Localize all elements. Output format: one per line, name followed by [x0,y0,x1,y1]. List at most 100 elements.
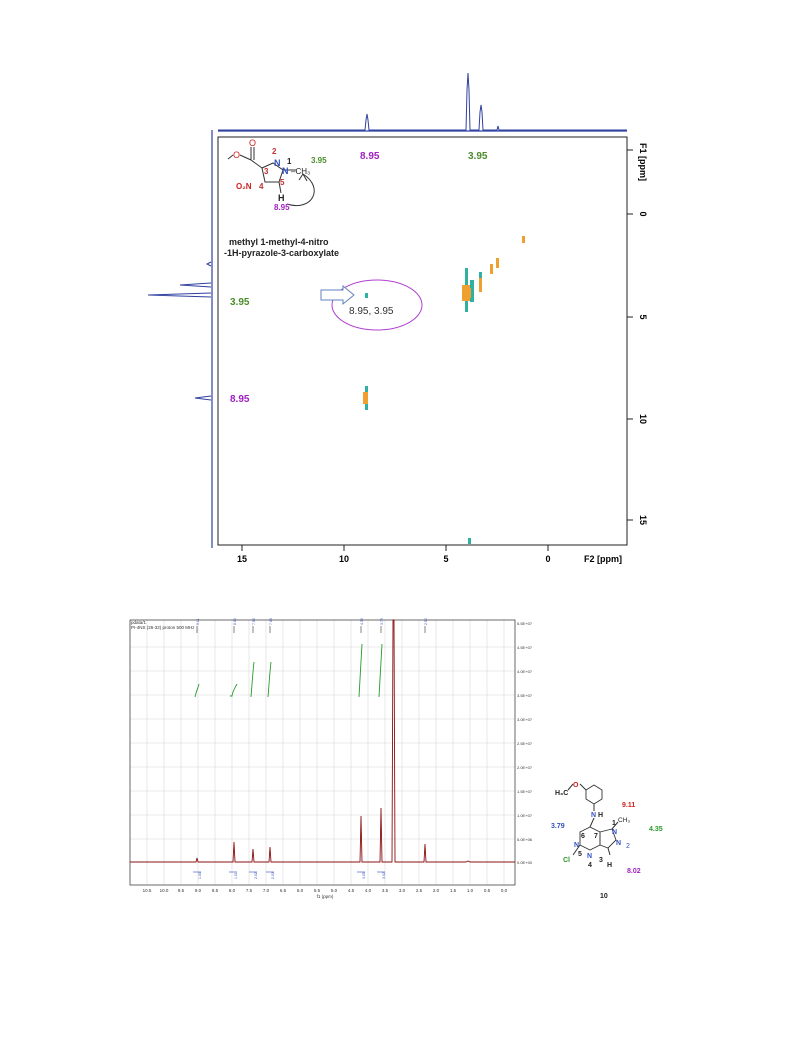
struct-num-1: 1 [287,157,292,166]
s10-n3: 3 [599,857,603,864]
nmr-peak-label-911: 9.11 [196,618,200,625]
nmr-peak-label-435: 4.35 [360,618,364,625]
x-tick-6: 7.5 [246,888,253,893]
cross-peak-arrow [320,284,355,306]
f1-axis-label: F1 [ppm] [638,143,648,181]
f2-tick-0: 0 [545,554,550,564]
peak-diag-3-4b [479,278,482,292]
f2-tick-10: 10 [339,554,349,564]
y-tick-4: 3.0E+07 [517,717,533,722]
f1-tick-15: 15 [638,515,648,525]
nmr-frame [129,619,516,886]
x-tick-2: 9.5 [178,888,185,893]
struct-o-top: O [249,138,256,148]
f1-tick-0: 0 [638,211,648,216]
compound-name-line2: -1H-pyrazole-3-carboxylate [224,248,339,258]
integral-value-3: 2.02 [254,872,258,879]
x-tick-1: 10.0 [160,888,169,893]
structure-10: H₃C O N H 6 7 1 CH₃ N N N 2 5 N 4 3 H Cl… [551,782,663,900]
peak-bottom-tick [468,538,471,544]
top-projection [218,72,627,132]
x-tick-13: 4.0 [365,888,372,893]
y-tick-5: 2.5E+07 [517,741,533,746]
nmr-integrals [194,643,383,698]
integral-435 [358,643,363,698]
nmr-x-axis: 10.5 10.0 9.5 9.0 8.5 8.0 7.5 7.0 6.5 6.… [143,888,508,899]
nmr-grid [130,620,515,885]
integral-value-2: 1.01 [234,872,238,879]
x-tick-16: 2.5 [416,888,423,893]
y-tick-2: 4.0E+07 [517,669,533,674]
compound-name-line1: methyl 1-methyl-4-nitro [229,237,329,247]
y-tick-0: 5.5E+07 [517,621,533,626]
nmr-peak-label-250: 2.50 [424,618,428,625]
struct-shift-395: 3.95 [311,156,327,165]
x-tick-20: 0.5 [484,888,491,893]
top-label-395: 3.95 [468,151,488,162]
s10-n1: 1 [612,820,616,827]
top-projection-trace [218,72,627,131]
integral-value-1: 1.00 [198,872,202,879]
struct-num-2: 2 [272,147,277,156]
struct-nitro: O₂N [236,182,252,191]
nmr-peak-label-755: 7.55 [252,618,256,625]
nmr-peak-label-703: 7.03 [269,618,273,625]
s10-ring-n-right-top: N [612,829,617,836]
peak-diag-2-5 [496,258,499,268]
x-axis-label: f1 (ppm) [317,894,334,899]
s10-shift-379: 3.79 [551,823,565,830]
peak-cross-895-395 [365,293,368,298]
y-tick-10: 0.0E+00 [517,860,533,865]
integral-value-4: 2.03 [271,872,275,879]
s10-h-ring: H [607,862,612,869]
noesy-spectrum: 0 5 10 15 F1 [ppm] 15 10 5 0 F2 [ppm] 8.… [147,72,648,564]
f2-tick-5: 5 [443,554,448,564]
x-tick-9: 6.0 [297,888,304,893]
left-label-895: 8.95 [230,394,250,405]
nmr-y-axis: 5.5E+07 4.5E+07 4.0E+07 3.5E+07 3.0E+07 … [517,621,533,865]
peak-diag-4-3 [468,288,471,298]
struct-shift-895: 8.95 [274,203,290,212]
s10-n7: 7 [594,833,598,840]
nmr-trace [130,619,515,863]
s10-ring-n-left: N [574,842,579,849]
left-projection [147,130,213,548]
s10-shift-435: 4.35 [649,826,663,833]
s10-h3c: H₃C [555,790,568,797]
x-tick-5: 8.0 [229,888,236,893]
x-tick-17: 2.0 [433,888,440,893]
x-tick-11: 5.0 [331,888,338,893]
s10-n2: 2 [626,843,630,850]
peak-diag-895-orange [363,392,368,404]
integral-value-6: 3.02 [382,872,386,879]
struct-n1: N [282,166,289,176]
s10-nh: N [591,812,596,819]
peak-diag-4-2 [470,280,474,302]
integral-379 [378,643,383,698]
x-tick-21: 0.0 [501,888,508,893]
f2-tick-15: 15 [237,554,247,564]
x-tick-15: 3.0 [399,888,406,893]
x-tick-8: 6.5 [280,888,287,893]
peak-diag-3-95-orange [462,285,470,301]
f1-tick-10: 10 [638,414,648,424]
f1-axis: 0 5 10 15 F1 [ppm] [626,137,648,545]
noe-curve-arrow [286,173,315,207]
integral-703 [267,661,272,698]
y-tick-6: 2.0E+07 [517,765,533,770]
integral-value-5: 3.05 [362,872,366,879]
left-label-395: 3.95 [230,297,250,308]
integral-755 [250,661,255,698]
y-tick-8: 1.0E+07 [517,813,533,818]
s10-ring-n-bottom: N [587,853,592,860]
nmr-header-line2: PI-4NS (26-32) proton 500 MHz [131,625,195,630]
x-tick-3: 9.0 [195,888,202,893]
cross-peak-highlight [331,279,423,331]
nmr-integral-values: 1.00 1.01 2.02 2.03 3.05 3.02 [198,872,386,879]
cross-peaks [363,236,525,544]
integral-802 [230,683,238,697]
s10-n6: 6 [581,833,585,840]
peak-diag-2-7 [490,264,493,274]
y-tick-9: 5.0E+06 [517,837,533,842]
s10-o: O [573,782,579,789]
